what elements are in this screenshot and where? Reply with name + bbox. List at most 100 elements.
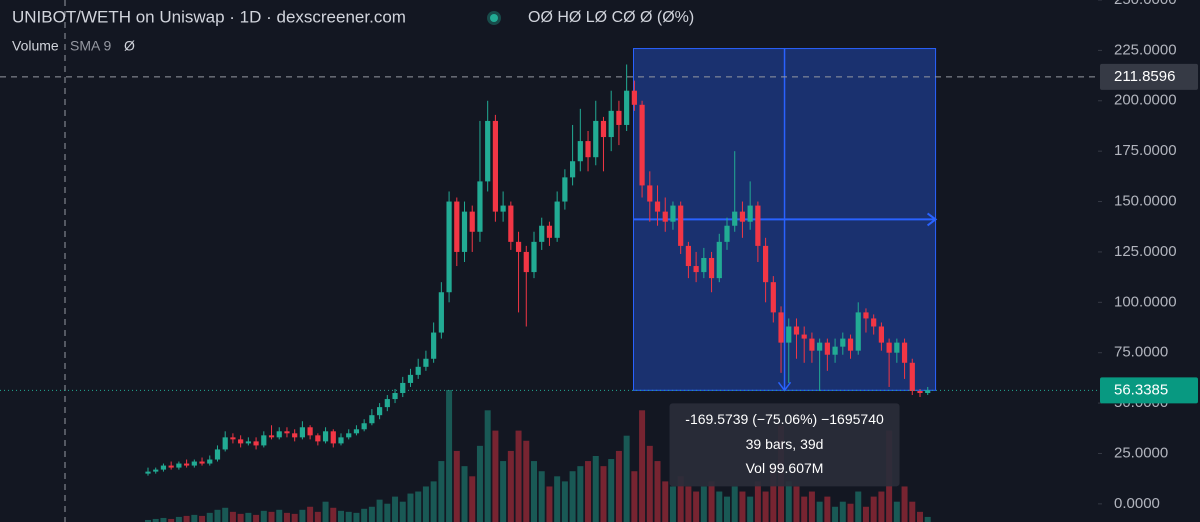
candle-body bbox=[600, 120, 607, 138]
candle-body bbox=[315, 435, 321, 442]
volume-bar bbox=[500, 461, 507, 522]
candle-body bbox=[685, 245, 691, 267]
status-dot bbox=[490, 14, 498, 22]
volume-bar bbox=[446, 390, 453, 522]
volume-bar bbox=[430, 481, 437, 522]
volume-bar bbox=[245, 512, 252, 522]
candle-body bbox=[817, 342, 823, 351]
candle-body bbox=[446, 201, 452, 293]
volume-bar bbox=[376, 499, 383, 522]
candle-body bbox=[562, 177, 568, 202]
y-tick-label: 25.0000 bbox=[1114, 444, 1168, 461]
volume-bar bbox=[685, 486, 692, 522]
volume-bar bbox=[453, 450, 460, 522]
volume-bar bbox=[878, 491, 885, 522]
measure-change: -169.5739 (−75.06%) −1695740 bbox=[685, 411, 884, 427]
candle-body bbox=[330, 431, 336, 444]
candle-body bbox=[739, 211, 746, 222]
candle-body bbox=[863, 312, 869, 319]
volume-bar bbox=[677, 476, 684, 522]
volume-title: Volume bbox=[12, 38, 59, 54]
volume-bar bbox=[291, 513, 298, 522]
volume-bar bbox=[924, 516, 931, 522]
candle-body bbox=[168, 465, 174, 468]
candle-body bbox=[778, 312, 784, 343]
volume-bar bbox=[438, 461, 445, 522]
volume-bar bbox=[700, 486, 707, 522]
volume-bar bbox=[368, 506, 375, 522]
volume-bar bbox=[724, 496, 730, 522]
volume-bar bbox=[330, 507, 337, 522]
volume-bar bbox=[314, 511, 321, 522]
y-tick-label: 100.0000 bbox=[1114, 293, 1177, 310]
candle-body bbox=[253, 441, 259, 446]
candle-body bbox=[917, 390, 923, 394]
candle-body bbox=[515, 241, 522, 252]
candle-body bbox=[824, 342, 830, 355]
candle-body bbox=[832, 346, 838, 355]
candle-body bbox=[423, 358, 429, 367]
volume-bar bbox=[415, 491, 422, 522]
candle-body bbox=[763, 245, 769, 283]
volume-bar bbox=[839, 501, 846, 522]
chart-title: UNIBOT/WETH on Uniswap · 1D · dexscreene… bbox=[12, 7, 406, 26]
candle-body bbox=[747, 205, 753, 222]
volume-bar bbox=[785, 481, 792, 522]
volume-bar bbox=[268, 511, 275, 522]
candle-body bbox=[631, 90, 637, 105]
candle-body bbox=[670, 205, 676, 222]
candle-body bbox=[145, 471, 151, 474]
ohlc-legend: OØ HØ LØ CØ Ø (Ø%) bbox=[528, 9, 694, 26]
candle-body bbox=[577, 141, 583, 162]
candle-body bbox=[654, 201, 661, 212]
volume-bar bbox=[808, 491, 815, 522]
volume-bar bbox=[747, 496, 754, 522]
candle-body bbox=[847, 338, 854, 351]
candle-body bbox=[199, 461, 205, 464]
volume-bar bbox=[669, 486, 676, 522]
candle-body bbox=[261, 435, 267, 446]
volume-bar bbox=[168, 518, 175, 522]
candle-body bbox=[299, 427, 305, 438]
candle-body bbox=[307, 427, 313, 436]
volume-bar bbox=[901, 486, 908, 522]
candle-body bbox=[392, 393, 398, 400]
measure-arrow-right bbox=[926, 212, 938, 227]
candle-body bbox=[415, 366, 421, 375]
candle-body bbox=[230, 437, 236, 440]
candle-body bbox=[222, 437, 228, 450]
volume-bar bbox=[623, 435, 630, 522]
candle-body bbox=[925, 390, 931, 394]
candle-body bbox=[485, 120, 491, 182]
volume-bar bbox=[507, 450, 514, 522]
candle-body bbox=[539, 225, 545, 242]
candle-body bbox=[245, 441, 251, 444]
candle-body bbox=[662, 211, 668, 222]
volume-bar bbox=[222, 507, 229, 522]
candle-body bbox=[153, 469, 159, 472]
volume-bar bbox=[175, 516, 182, 522]
candle-body bbox=[361, 423, 367, 430]
last-price-label: 56.3385 bbox=[1114, 381, 1168, 398]
y-tick-label: 75.0000 bbox=[1114, 344, 1168, 361]
volume-bar bbox=[322, 501, 329, 522]
volume-bar bbox=[646, 445, 653, 522]
volume-bar bbox=[585, 461, 592, 522]
candle-body bbox=[377, 407, 383, 416]
candle-body bbox=[693, 266, 699, 273]
candle-body bbox=[238, 439, 244, 444]
volume-bar bbox=[577, 466, 584, 522]
candle-body bbox=[338, 437, 344, 444]
candle-body bbox=[400, 382, 406, 394]
candle-body bbox=[894, 342, 900, 353]
candle-body bbox=[801, 334, 807, 339]
volume-bar bbox=[307, 506, 314, 522]
candle-body bbox=[184, 463, 190, 466]
crosshair-label: 211.8596 bbox=[1114, 68, 1175, 85]
volume-bar bbox=[754, 481, 761, 522]
measure-tooltip bbox=[669, 403, 900, 487]
candle-body bbox=[624, 90, 630, 125]
